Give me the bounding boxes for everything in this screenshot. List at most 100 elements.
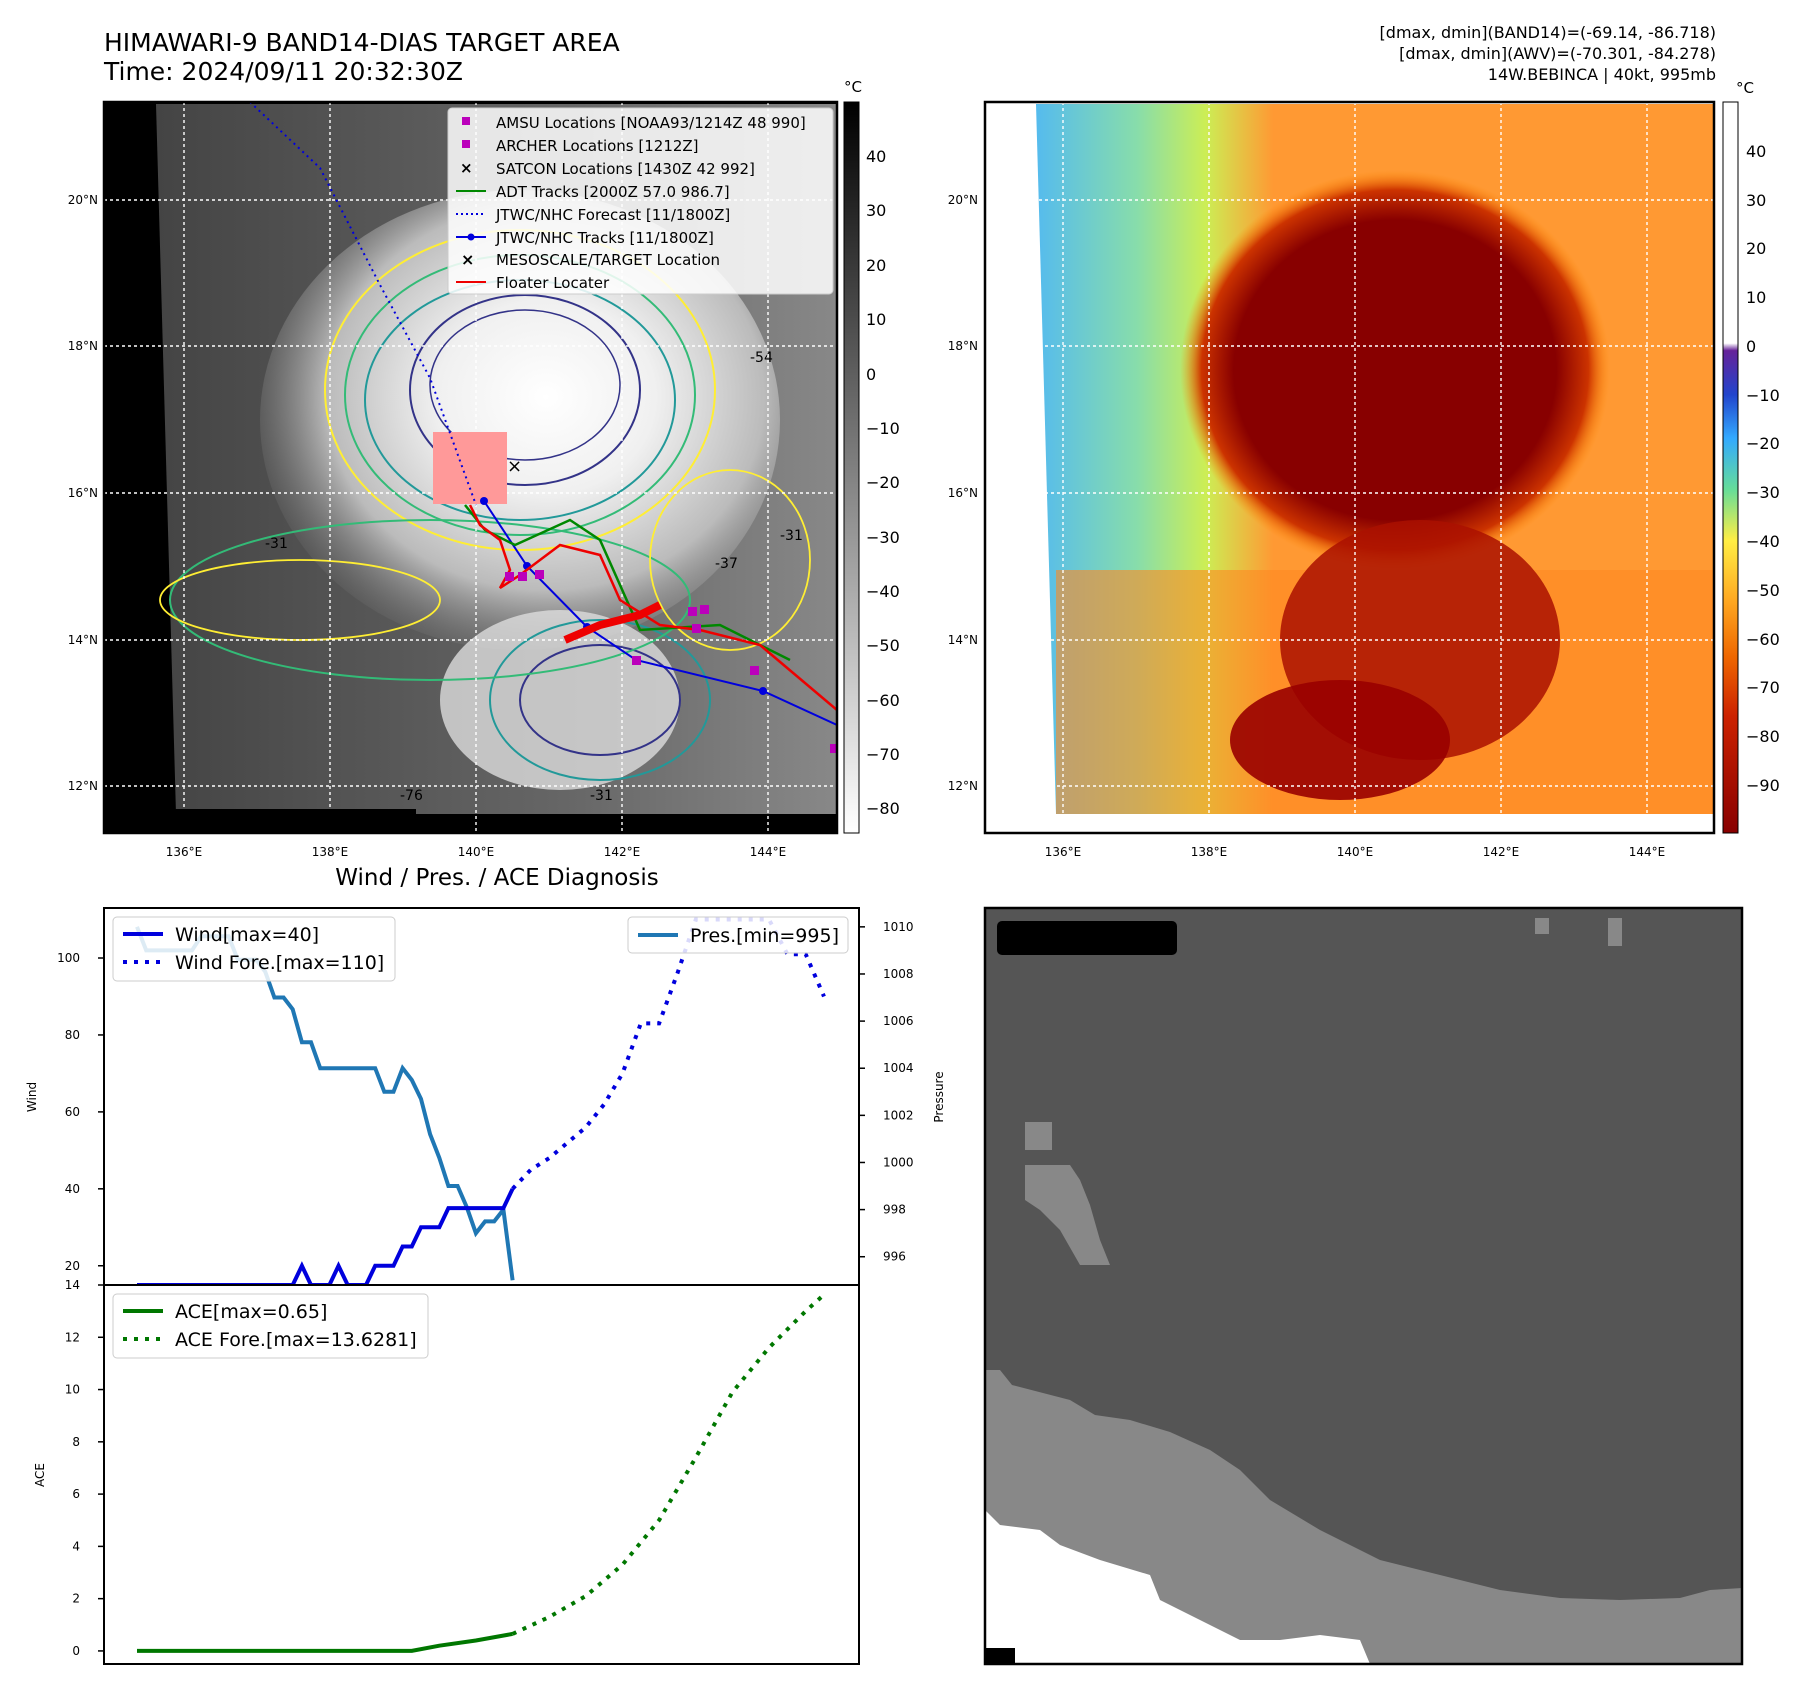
contour-ring: [519, 644, 681, 756]
tick-label: 1006: [883, 1014, 914, 1028]
awv-map-gridlines: [985, 102, 1714, 833]
legend-box: [112, 1293, 429, 1359]
legend-box: [112, 916, 396, 982]
cbar-tick: −20: [1746, 434, 1780, 453]
awv-storm-band: [1230, 680, 1450, 800]
contour-ring: [169, 519, 691, 681]
cbar-tick: 10: [866, 310, 886, 329]
awv-map-lon-labels: 136°E 138°E 140°E 142°E 144°E: [1045, 845, 1666, 859]
tick-label: 60: [65, 1105, 80, 1119]
lat-label: 16°N: [68, 486, 98, 500]
floater-locater-cluster: [563, 601, 662, 644]
wmg-count-badge: [997, 921, 1177, 955]
ir-map-lon-labels: 136°E 138°E 140°E 142°E 144°E: [166, 845, 787, 859]
cbar-tick: −70: [1746, 678, 1780, 697]
ir-colorbar-ticks: 40 30 20 10 0 −10 −20 −30 −40 −50 −60 −7…: [866, 147, 900, 818]
lon-label: 136°E: [1045, 845, 1082, 859]
wmg-patch: [1535, 918, 1549, 934]
cbar-tick: −50: [866, 636, 900, 655]
cbar-tick: 10: [1746, 288, 1766, 307]
tick-label: 10: [65, 1383, 80, 1397]
lat-label: 12°N: [68, 779, 98, 793]
cbar-tick: 40: [1746, 142, 1766, 161]
legend-jtwc-tracks: JTWC/NHC Tracks [11/1800Z]: [495, 229, 714, 247]
lon-label: 144°E: [1629, 845, 1666, 859]
ir-map-legend: AMSU Locations [NOAA93/1214Z 48 990] ARC…: [447, 107, 834, 295]
lat-label: 14°N: [68, 633, 98, 647]
tick-label: 1004: [883, 1061, 914, 1075]
lon-label: 144°E: [750, 845, 787, 859]
contour-ring: [159, 559, 441, 641]
tick-label: 40: [65, 1182, 80, 1196]
lat-label: 20°N: [948, 193, 978, 207]
wmg-patch: [1608, 918, 1622, 946]
tick-label: 2: [72, 1592, 80, 1606]
x-marker-icon: ×: [461, 250, 474, 269]
wmg-frame: [983, 906, 1744, 1666]
cbar-tick: −90: [1746, 776, 1780, 795]
cbar-tick: −50: [1746, 581, 1780, 600]
ace-axis-label: ACE: [33, 1463, 47, 1487]
lon-label: 136°E: [166, 845, 203, 859]
line-with-dots-icon: [467, 233, 475, 241]
tick-label: 1010: [883, 920, 914, 934]
legend-target: MESOSCALE/TARGET Location: [496, 251, 720, 269]
figure-time: Time: 2024/09/11 20:32:30Z: [103, 57, 463, 86]
lat-label: 18°N: [948, 339, 978, 353]
ace-series-line: [137, 1631, 513, 1653]
tick-label: 100: [57, 951, 80, 965]
amsu-archer-markers: [505, 570, 837, 753]
awv-colorbar: [1722, 101, 1739, 834]
awv-colorbar-unit: °C: [1736, 79, 1754, 97]
cbar-tick: −60: [1746, 630, 1780, 649]
cbar-tick: 0: [866, 365, 876, 384]
figure-title: HIMAWARI-9 BAND14-DIAS TARGET AREA: [104, 28, 620, 57]
legend-pressure: Pres.[min=995]: [690, 925, 839, 947]
ace-forecast-series-line: [511, 1293, 826, 1636]
wind-pressure-chart: 20 40 60 80 100 996 998 1000 1002 1004 1006 1008 10…: [25, 907, 946, 1287]
wind-forecast-series-line: [511, 917, 826, 1191]
wind-legend: Wind[max=40] Wind Fore.[max=110]: [112, 916, 396, 982]
tick-label: 1008: [883, 967, 914, 981]
tick-label: 14: [65, 1278, 80, 1292]
contour-label: -54: [750, 350, 773, 366]
wmg-count-text: WMG Count: 0: [1005, 926, 1166, 950]
wind-axis-label: Wind: [25, 1082, 39, 1112]
awv-map-frame: [983, 100, 1716, 835]
awv-storm-core: [1180, 170, 1610, 570]
pressure-legend: Pres.[min=995]: [627, 916, 849, 954]
lon-label: 142°E: [604, 845, 641, 859]
cbar-tick: 20: [866, 256, 886, 275]
pressure-y-ticks: 996 998 1000 1002 1004 1006 1008 1010: [859, 920, 914, 1264]
x-marker-icon: ×: [460, 159, 473, 177]
tick-label: 6: [72, 1487, 80, 1501]
contour-label: -31: [780, 528, 803, 544]
tick-label: 80: [65, 1028, 80, 1042]
cbar-tick: −80: [866, 799, 900, 818]
wmg-white-region: [985, 1510, 1370, 1664]
lat-label: 16°N: [948, 486, 978, 500]
legend-ace-fore: ACE Fore.[max=13.6281]: [175, 1329, 417, 1351]
lat-label: 14°N: [948, 633, 978, 647]
wind-y-ticks: 20 40 60 80 100: [57, 951, 104, 1273]
wmg-patch: [985, 1648, 1015, 1664]
cbar-tick: 30: [866, 201, 886, 220]
wmg-panel: WMG Count: 0: [983, 906, 1744, 1666]
ir-colorbar-unit: °C: [844, 78, 862, 96]
target-location-marker: ×: [507, 456, 522, 477]
copyright-badge: [104, 809, 416, 833]
tick-label: 1000: [883, 1155, 914, 1169]
jtwc-forecast-track: [249, 102, 477, 506]
legend-box: [627, 916, 849, 954]
contour-label: -31: [265, 536, 288, 552]
diagnosis-title: Wind / Pres. / ACE Diagnosis: [335, 865, 658, 891]
square-marker-icon: [462, 117, 470, 125]
cbar-tick: −10: [866, 419, 900, 438]
cbar-tick: 20: [1746, 239, 1766, 258]
ir-map-frame: [102, 100, 839, 835]
ir-storm-cloud: [260, 190, 780, 650]
jtwc-track: [483, 500, 837, 726]
tick-label: 998: [883, 1203, 906, 1217]
lat-label: 12°N: [948, 779, 978, 793]
